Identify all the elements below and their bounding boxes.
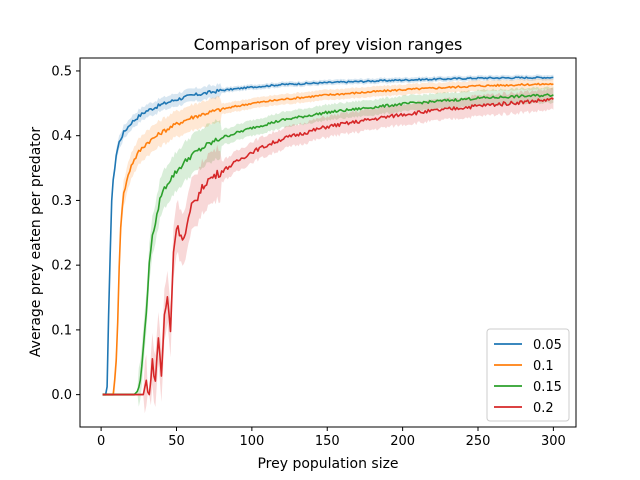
plot-area-frame [79, 57, 577, 428]
x-axis-label: Prey population size [257, 456, 398, 472]
line-series-3 [102, 93, 554, 396]
y-axis-ticks: 0.0 0.1 0.2 0.3 0.4 0.5 [51, 64, 80, 403]
line-series-1 [102, 76, 554, 396]
x-tick-label: 50 [168, 434, 185, 449]
x-tick-label: 250 [466, 434, 491, 449]
x-tick-label: 300 [541, 434, 566, 449]
legend-label-4: 0.2 [533, 401, 554, 416]
y-tick-label: 0.1 [51, 323, 72, 338]
x-axis-ticks: 0 50 100 150 200 250 300 [97, 427, 566, 449]
legend: 0.05 0.1 0.15 0.2 [486, 328, 570, 422]
band-series-1 [102, 74, 554, 396]
chart-title: Comparison of prey vision ranges [194, 35, 463, 54]
y-tick-label: 0.0 [51, 388, 72, 403]
legend-label-1: 0.05 [533, 338, 562, 353]
band-series-4 [102, 87, 554, 414]
legend-frame [486, 328, 570, 422]
y-tick-label: 0.2 [51, 259, 72, 274]
line-series-2 [102, 82, 554, 396]
series-lines [102, 76, 554, 396]
line-series-4 [102, 97, 554, 396]
y-tick-label: 0.4 [51, 129, 72, 144]
confidence-bands [102, 74, 554, 414]
y-tick-label: 0.3 [51, 194, 72, 209]
x-tick-label: 100 [239, 434, 264, 449]
x-tick-label: 200 [390, 434, 415, 449]
x-tick-label: 0 [97, 434, 105, 449]
y-axis-label: Average prey eaten per predator [28, 127, 44, 357]
y-tick-label: 0.5 [51, 64, 72, 79]
legend-label-3: 0.15 [533, 380, 562, 395]
legend-label-2: 0.1 [533, 359, 554, 374]
x-tick-label: 150 [315, 434, 340, 449]
